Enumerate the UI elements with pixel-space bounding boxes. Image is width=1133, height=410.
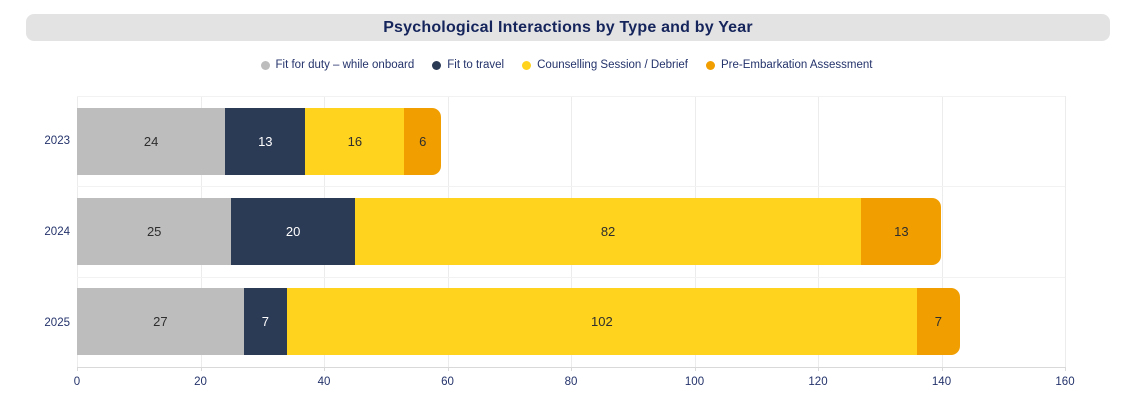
x-axis-tick-label: 160 xyxy=(1055,376,1075,388)
bar-segment: 16 xyxy=(305,107,405,175)
axis-tick xyxy=(1065,367,1066,371)
x-axis-tick-label: 80 xyxy=(564,376,578,388)
legend-dot-icon xyxy=(705,60,715,70)
chart-title-bar: Psychological Interactions by Type and b… xyxy=(26,14,1110,41)
axis-tick xyxy=(571,367,572,371)
bar-segment: 7 xyxy=(916,288,960,356)
stacked-bar: 27 7 102 7 xyxy=(77,288,1065,356)
row-separator xyxy=(77,276,1065,278)
bar-row-2024: 25 20 82 13 xyxy=(77,186,1065,276)
bars-layer: 24 13 16 6 25 20 82 13 27 7 102 7 xyxy=(77,96,1065,367)
bar-segment: 13 xyxy=(861,197,942,265)
legend-dot-icon xyxy=(522,60,532,70)
legend-label: Fit to travel xyxy=(447,59,505,71)
chart-legend: Fit for duty – while onboard Fit to trave… xyxy=(0,56,1133,74)
legend-dot-icon xyxy=(432,60,442,70)
x-axis-tick-label: 60 xyxy=(441,376,454,388)
legend-item-3[interactable]: Pre-Embarkation Assessment xyxy=(705,59,873,71)
plot-area: 24 13 16 6 25 20 82 13 27 7 102 7 xyxy=(77,96,1066,371)
bar-segment: 6 xyxy=(404,107,442,175)
stacked-bar: 24 13 16 6 xyxy=(77,107,1065,175)
stacked-bar: 25 20 82 13 xyxy=(77,197,1065,265)
y-axis-category-label: 2023 xyxy=(44,135,70,148)
gridline xyxy=(1065,96,1066,367)
bar-row-2023: 24 13 16 6 xyxy=(77,96,1065,186)
bar-segment: 82 xyxy=(354,197,862,265)
y-axis-category-label: 2025 xyxy=(44,316,70,329)
x-axis-tick-label: 20 xyxy=(194,376,207,388)
axis-tick xyxy=(818,367,819,371)
bar-segment: 27 xyxy=(77,288,244,356)
legend-label: Pre-Embarkation Assessment xyxy=(720,59,873,71)
row-separator xyxy=(77,96,1065,97)
bar-segment: 102 xyxy=(286,288,917,356)
chart-title: Psychological Interactions by Type and b… xyxy=(383,18,753,36)
bar-segment: 25 xyxy=(77,197,232,265)
bar-segment: 20 xyxy=(231,197,355,265)
legend-item-0[interactable]: Fit for duty – while onboard xyxy=(260,59,415,71)
axis-tick xyxy=(77,367,78,371)
row-separator xyxy=(77,186,1065,188)
x-axis-tick-label: 40 xyxy=(317,376,331,388)
bar-segment: 7 xyxy=(243,288,287,356)
bar-segment: 24 xyxy=(77,107,226,175)
axis-tick xyxy=(941,367,943,371)
axis-tick xyxy=(324,367,325,371)
x-axis-tick-label: 120 xyxy=(808,376,828,388)
legend-item-2[interactable]: Counselling Session / Debrief xyxy=(522,59,688,71)
axis-tick xyxy=(200,367,202,371)
y-axis-category-label: 2024 xyxy=(44,225,70,238)
axis-tick xyxy=(447,367,449,371)
x-axis-tick-label: 100 xyxy=(684,376,705,388)
y-axis-labels: 2023 2024 2025 xyxy=(0,96,70,368)
bar-row-2025: 27 7 102 7 xyxy=(77,277,1065,367)
legend-label: Counselling Session / Debrief xyxy=(537,59,688,71)
bar-segment: 13 xyxy=(225,107,306,175)
legend-label: Fit for duty – while onboard xyxy=(275,59,415,71)
gridline xyxy=(941,96,943,367)
x-axis-tick-label: 140 xyxy=(931,376,952,388)
legend-dot-icon xyxy=(260,60,270,70)
legend-item-1[interactable]: Fit to travel xyxy=(432,59,504,71)
axis-tick xyxy=(694,367,696,371)
x-axis-tick-label: 0 xyxy=(73,376,81,388)
